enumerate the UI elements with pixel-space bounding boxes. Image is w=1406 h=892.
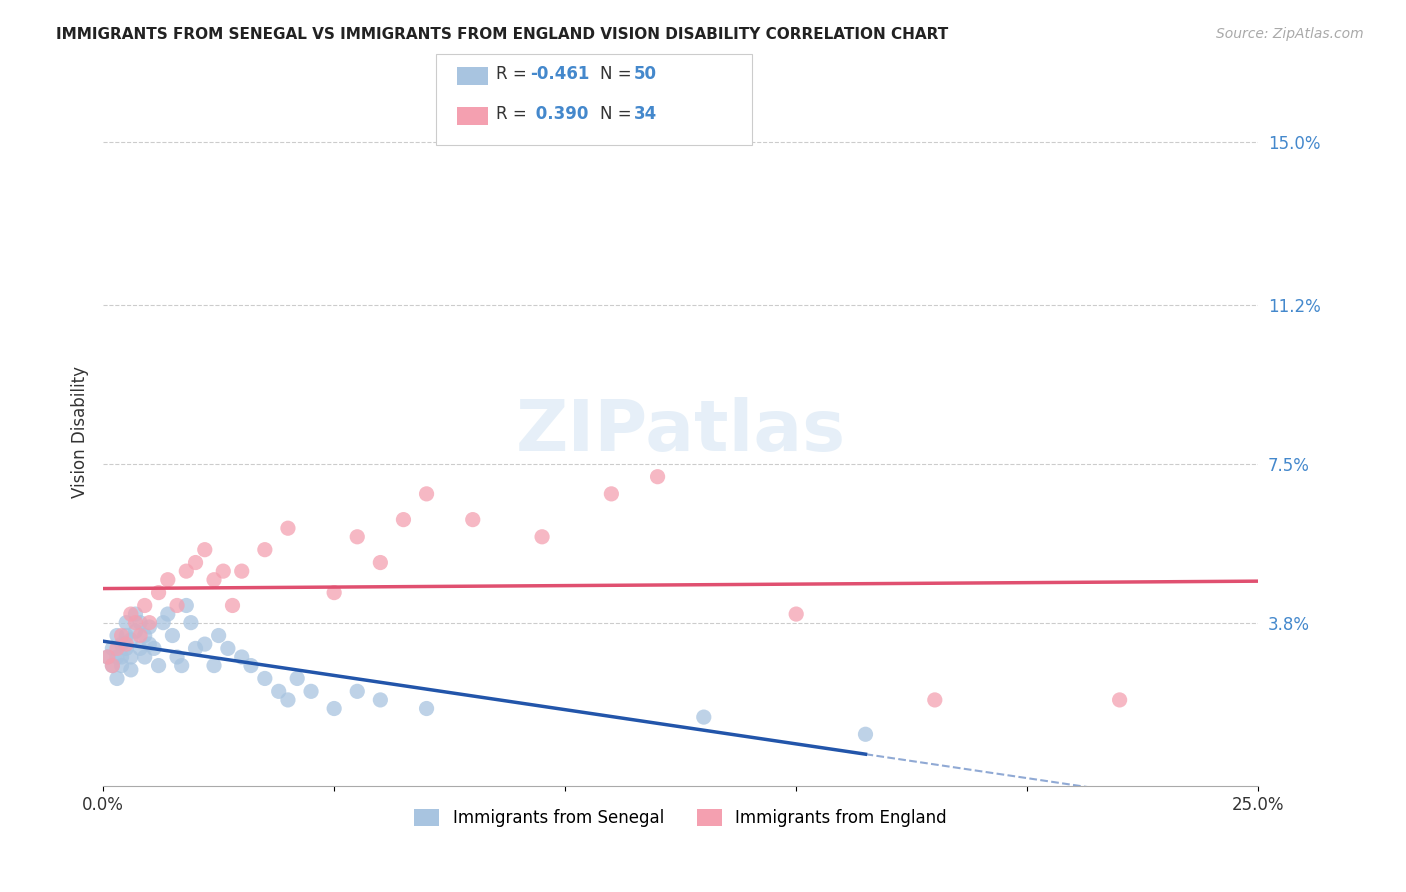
Text: N =: N =	[600, 105, 637, 123]
Point	[184, 641, 207, 656]
Point	[217, 641, 239, 656]
Point	[346, 684, 368, 698]
Point	[267, 684, 290, 698]
Point	[370, 693, 392, 707]
Point	[285, 672, 308, 686]
Point	[162, 628, 184, 642]
Point	[115, 637, 138, 651]
Point	[124, 607, 146, 621]
Point	[194, 542, 217, 557]
Point	[105, 672, 128, 686]
Point	[231, 650, 253, 665]
Text: 0.390: 0.390	[530, 105, 589, 123]
Point	[134, 628, 156, 642]
Point	[115, 628, 138, 642]
Point	[134, 599, 156, 613]
Point	[110, 637, 132, 651]
Point	[97, 650, 120, 665]
Text: R =: R =	[496, 65, 533, 83]
Text: IMMIGRANTS FROM SENEGAL VS IMMIGRANTS FROM ENGLAND VISION DISABILITY CORRELATION: IMMIGRANTS FROM SENEGAL VS IMMIGRANTS FR…	[56, 27, 949, 42]
Y-axis label: Vision Disability: Vision Disability	[72, 366, 89, 498]
Text: ZIPatlas: ZIPatlas	[516, 397, 846, 467]
Point	[97, 650, 120, 665]
Point	[110, 650, 132, 665]
Point	[415, 487, 437, 501]
Point	[370, 556, 392, 570]
Point	[600, 487, 623, 501]
Point	[323, 585, 346, 599]
Point	[202, 658, 225, 673]
Text: 50: 50	[634, 65, 657, 83]
Text: Source: ZipAtlas.com: Source: ZipAtlas.com	[1216, 27, 1364, 41]
Point	[461, 513, 484, 527]
Point	[253, 672, 276, 686]
Point	[180, 615, 202, 630]
Point	[647, 469, 669, 483]
Point	[693, 710, 716, 724]
Point	[785, 607, 807, 621]
Point	[110, 628, 132, 642]
Point	[152, 615, 174, 630]
Point	[156, 607, 179, 621]
Point	[202, 573, 225, 587]
Legend: Immigrants from Senegal, Immigrants from England: Immigrants from Senegal, Immigrants from…	[408, 803, 953, 834]
Text: -0.461: -0.461	[530, 65, 589, 83]
Point	[176, 564, 198, 578]
Point	[253, 542, 276, 557]
Point	[194, 637, 217, 651]
Text: N =: N =	[600, 65, 637, 83]
Point	[277, 521, 299, 535]
Point	[156, 573, 179, 587]
Point	[115, 615, 138, 630]
Point	[101, 658, 124, 673]
Point	[277, 693, 299, 707]
Point	[124, 615, 146, 630]
Point	[138, 620, 160, 634]
Point	[105, 650, 128, 665]
Point	[531, 530, 554, 544]
Point	[142, 641, 165, 656]
Point	[110, 658, 132, 673]
Point	[101, 658, 124, 673]
Point	[120, 607, 142, 621]
Point	[212, 564, 235, 578]
Point	[170, 658, 193, 673]
Point	[138, 615, 160, 630]
Point	[138, 637, 160, 651]
Text: 34: 34	[634, 105, 658, 123]
Text: R =: R =	[496, 105, 533, 123]
Point	[120, 663, 142, 677]
Point	[208, 628, 231, 642]
Point	[120, 632, 142, 647]
Point	[346, 530, 368, 544]
Point	[323, 701, 346, 715]
Point	[105, 641, 128, 656]
Point	[299, 684, 322, 698]
Point	[134, 650, 156, 665]
Point	[148, 658, 170, 673]
Point	[101, 641, 124, 656]
Point	[129, 628, 152, 642]
Point	[115, 641, 138, 656]
Point	[105, 628, 128, 642]
Point	[129, 615, 152, 630]
Point	[120, 650, 142, 665]
Point	[240, 658, 263, 673]
Point	[924, 693, 946, 707]
Point	[415, 701, 437, 715]
Point	[129, 641, 152, 656]
Point	[124, 624, 146, 639]
Point	[148, 585, 170, 599]
Point	[221, 599, 243, 613]
Point	[166, 650, 188, 665]
Point	[184, 556, 207, 570]
Point	[392, 513, 415, 527]
Point	[1108, 693, 1130, 707]
Point	[166, 599, 188, 613]
Point	[231, 564, 253, 578]
Point	[176, 599, 198, 613]
Point	[855, 727, 877, 741]
